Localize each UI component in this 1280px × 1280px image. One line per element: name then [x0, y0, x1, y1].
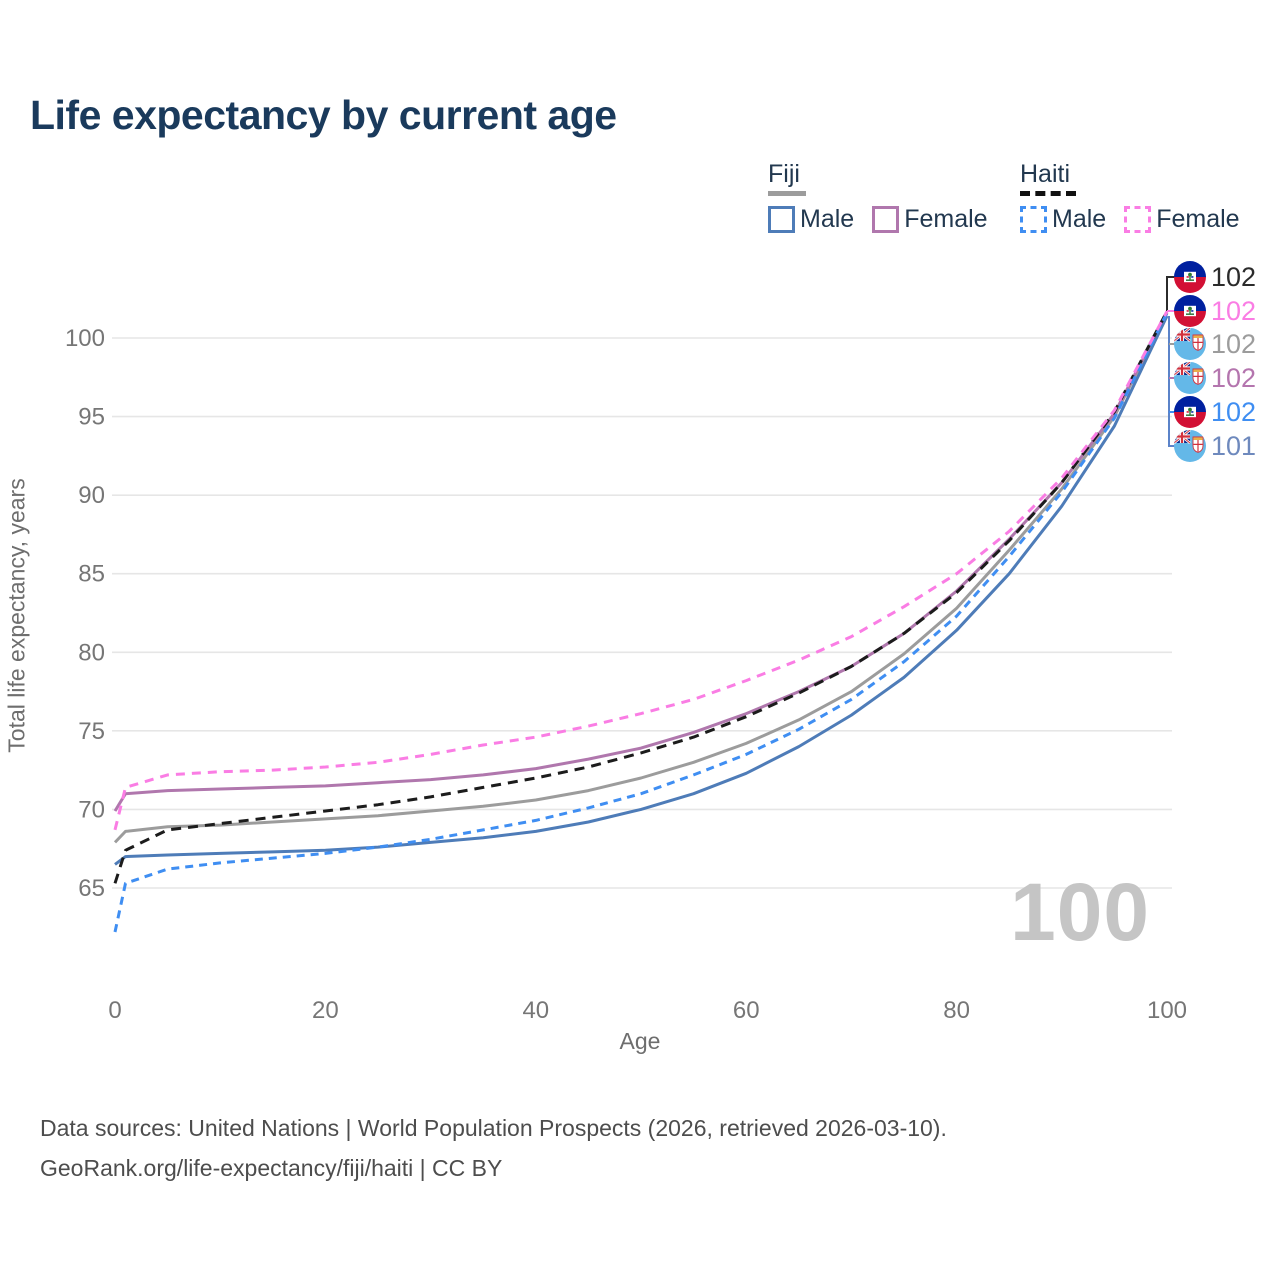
y-tick-label-75: 75 [78, 718, 105, 745]
end-label-haiti-female: 102 [1174, 294, 1256, 328]
end-label-fiji-male: 101 [1174, 429, 1256, 463]
attribution-line: GeoRank.org/life-expectancy/fiji/haiti |… [40, 1155, 503, 1182]
x-tick-label-80: 80 [943, 997, 970, 1024]
legend-haiti-title: Haiti [1020, 160, 1071, 188]
haiti-flag-icon [1174, 295, 1206, 327]
x-tick-label-20: 20 [312, 997, 339, 1024]
haiti-flag-icon [1174, 396, 1206, 428]
x-tick-label-40: 40 [522, 997, 549, 1024]
legend-fiji-solid-line-sample [768, 191, 806, 196]
y-tick-label-100: 100 [65, 325, 105, 352]
series-line-haiti-female [113, 310, 1169, 831]
footer: Data sources: United Nations | World Pop… [40, 1108, 947, 1189]
legend-group-fiji: Fiji Male Female [768, 160, 1006, 234]
age-counter-watermark: 100 [1010, 867, 1150, 958]
legend-label-haiti-female: Female [1156, 205, 1240, 233]
y-tick-label-70: 70 [78, 796, 105, 823]
legend-swatch-fiji-male [768, 206, 795, 233]
legend-group-haiti: Haiti Male Female [1020, 160, 1258, 234]
x-tick-label-60: 60 [733, 997, 760, 1024]
y-tick-label-90: 90 [78, 482, 105, 509]
x-axis-title: Age [619, 1028, 661, 1054]
fiji-flag-icon [1174, 328, 1206, 360]
end-value: 102 [1211, 396, 1257, 427]
page-title: Life expectancy by current age [30, 92, 617, 138]
end-value: 102 [1211, 328, 1257, 359]
end-label-fiji-female: 102 [1174, 361, 1256, 395]
end-label-haiti-total: 102 [1174, 260, 1256, 294]
fiji-flag-icon [1174, 362, 1206, 394]
legend-label-fiji-male: Male [800, 205, 855, 233]
end-label-haiti-male: 102 [1174, 395, 1256, 429]
fiji-flag-icon [1174, 430, 1206, 462]
haiti-flag-icon [1174, 261, 1206, 293]
leader-fiji-male [1168, 316, 1176, 447]
series-line-haiti-male [113, 312, 1169, 933]
legend-swatch-haiti-male [1020, 206, 1047, 233]
end-value: 102 [1211, 261, 1257, 292]
x-tick-label-100: 100 [1147, 997, 1187, 1024]
end-value: 102 [1211, 362, 1257, 393]
end-value: 102 [1211, 295, 1257, 326]
y-tick-label-85: 85 [78, 561, 105, 588]
series-line-fiji-total [113, 312, 1169, 844]
y-tick-label-95: 95 [78, 404, 105, 431]
series-line-haiti-total [113, 310, 1169, 884]
legend-label-haiti-male: Male [1052, 205, 1107, 233]
series-line-fiji-male [114, 315, 1169, 866]
series-line-fiji-female [113, 312, 1169, 812]
legend-fiji-title: Fiji [768, 160, 800, 188]
y-tick-label-65: 65 [78, 875, 105, 902]
legend-swatch-haiti-female [1124, 206, 1152, 233]
end-label-fiji-total: 102 [1174, 327, 1256, 361]
data-sources-line: Data sources: United Nations | World Pop… [40, 1115, 947, 1141]
legend-swatch-fiji-female [872, 206, 900, 233]
end-value: 101 [1211, 430, 1257, 461]
y-tick-label-80: 80 [78, 639, 105, 666]
legend-label-fiji-female: Female [904, 205, 988, 233]
x-tick-label-0: 0 [108, 997, 121, 1024]
leader-haiti-total [1166, 276, 1176, 311]
legend-haiti-dashed-line-sample [1020, 191, 1076, 196]
